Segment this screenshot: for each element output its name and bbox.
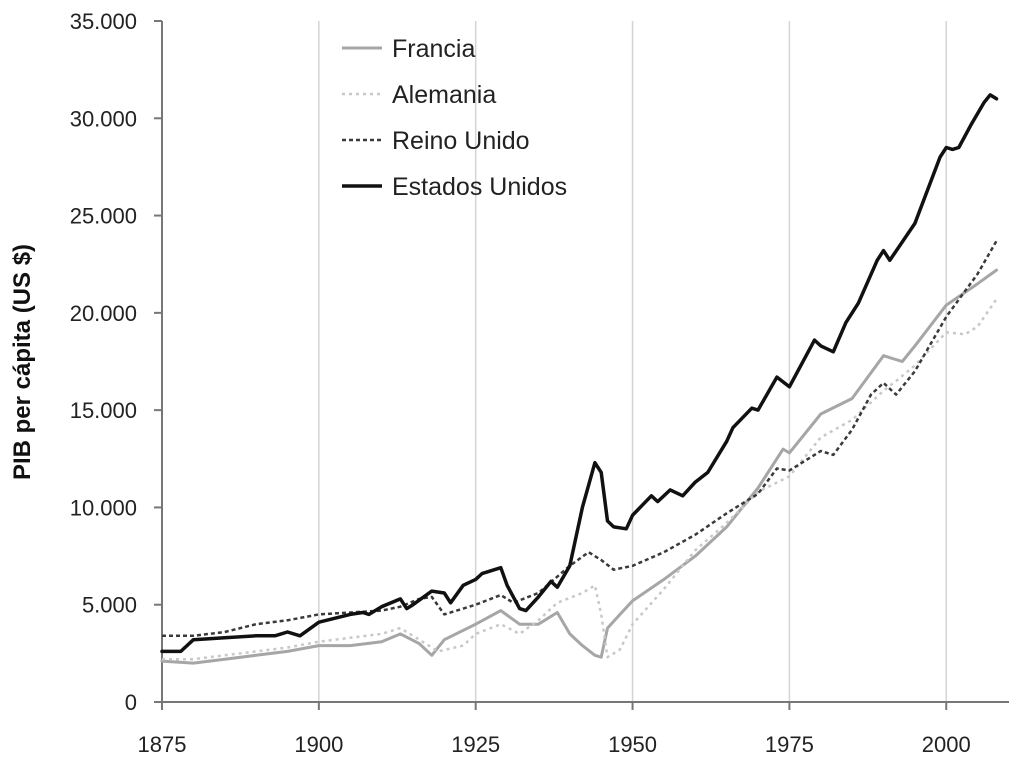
y-tick-label: 25.000 <box>70 204 137 229</box>
x-tick-label: 1950 <box>608 732 657 757</box>
legend-label-reino-unido: Reino Unido <box>392 127 530 155</box>
x-tick-label: 1975 <box>765 732 814 757</box>
series-line-estados-unidos <box>160 93 999 654</box>
series-line-alemania <box>162 298 998 661</box>
x-tick-label: 1925 <box>451 732 500 757</box>
legend-label-alemania: Alemania <box>392 81 496 109</box>
y-tick-label: 20.000 <box>70 301 137 326</box>
legend-label-estados-unidos: Estados Unidos <box>392 173 567 201</box>
series-line-reino-unido <box>162 240 998 638</box>
x-tick-label: 1900 <box>294 732 343 757</box>
x-tick-label: 1875 <box>138 732 187 757</box>
y-tick-label: 5.000 <box>82 593 137 618</box>
y-axis-title: PIB per cápita (US $) <box>9 244 36 480</box>
gridlines <box>318 21 948 702</box>
y-tick-label: 15.000 <box>70 398 137 423</box>
y-tick-label: 10.000 <box>70 495 137 520</box>
x-tick-label: 2000 <box>922 732 971 757</box>
y-tick-label: 30.000 <box>70 106 137 131</box>
y-tick-label: 35.000 <box>70 9 137 34</box>
series-lines <box>160 93 999 665</box>
series-line-francia <box>160 268 998 665</box>
legend: Francia Alemania Reino Unido Estados Unidos <box>342 35 567 201</box>
legend-label-francia: Francia <box>392 35 475 63</box>
axes: 0 5.000 10.000 15.000 20.000 25.000 30.000 35.0… <box>70 9 1009 757</box>
y-tick-label: 0 <box>125 690 137 715</box>
